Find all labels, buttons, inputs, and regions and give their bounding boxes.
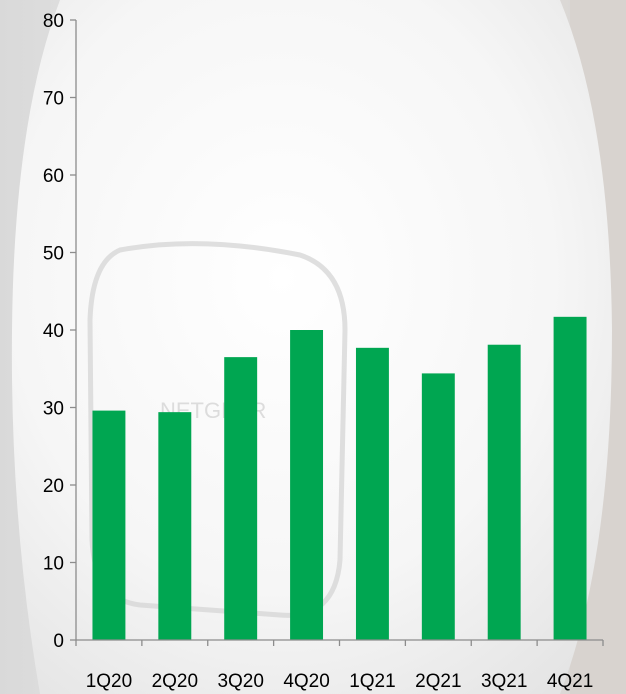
bar-2Q21: [421, 373, 455, 640]
bar-4Q21: [553, 316, 587, 640]
bar-3Q20: [224, 357, 258, 640]
y-tick-label: 30: [43, 399, 64, 420]
bar-2Q20: [158, 412, 192, 640]
y-tick-label: 70: [43, 89, 64, 110]
x-tick-label: 2Q20: [152, 671, 198, 692]
y-tick-label: 40: [43, 321, 64, 342]
bars-group: [92, 316, 587, 640]
y-tick-label: 0: [53, 631, 64, 652]
x-tick-labels: 1Q20 2Q20 3Q20 4Q20 1Q21 2Q21 3Q21 4Q21: [86, 671, 594, 692]
x-tick-label: 4Q21: [547, 671, 593, 692]
y-tick-label: 50: [43, 244, 64, 265]
x-tick-label: 2Q21: [415, 671, 461, 692]
bar-3Q21: [487, 344, 521, 640]
router-panel-icon: [87, 241, 348, 618]
x-tick-label: 1Q20: [86, 671, 132, 692]
y-tick-label: 20: [43, 476, 64, 497]
x-tick-label: 4Q20: [283, 671, 329, 692]
y-tick-label: 80: [43, 11, 64, 32]
x-tick-label: 3Q20: [217, 671, 263, 692]
axes-group: [70, 19, 604, 646]
bar-1Q20: [92, 410, 126, 640]
x-tick-label: 3Q21: [481, 671, 527, 692]
bar-1Q21: [355, 347, 389, 640]
y-tick-label: 10: [43, 554, 64, 575]
y-tick-label: 60: [43, 166, 64, 187]
y-tick-labels: 0 10 20 30 40 50 60 70 80: [43, 11, 64, 652]
bar-4Q20: [290, 330, 324, 640]
x-tick-label: 1Q21: [349, 671, 395, 692]
